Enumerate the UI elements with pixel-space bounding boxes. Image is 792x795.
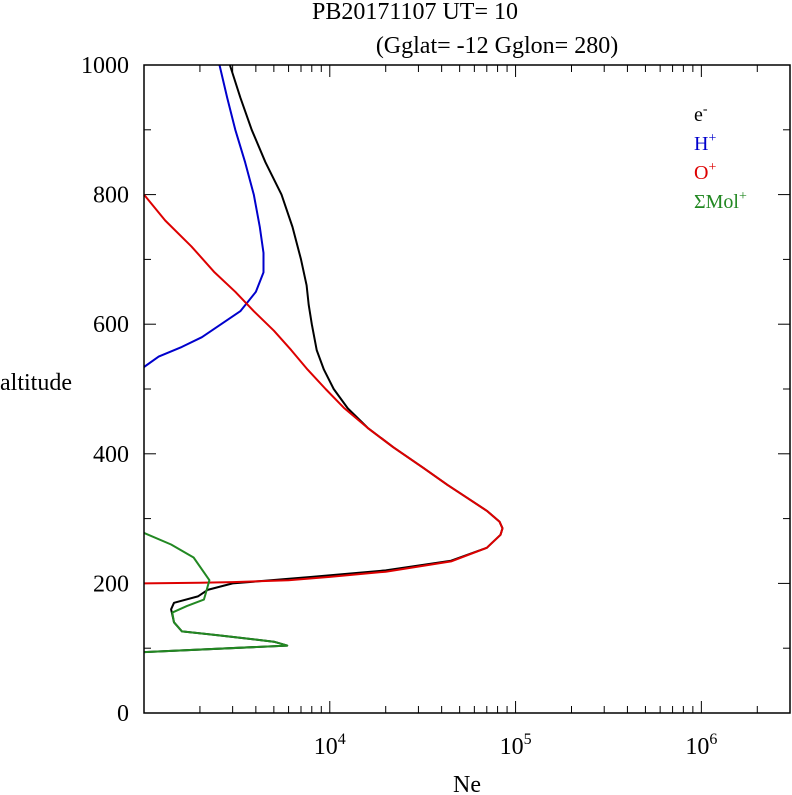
x-tick-label: 106: [685, 731, 717, 760]
y-tick-label: 400: [93, 442, 129, 468]
series-line-O: [143, 193, 504, 585]
y-tick-label: 1000: [81, 53, 129, 79]
plot-lines: [143, 64, 504, 654]
chart-title-line1: PB20171107 UT= 10: [312, 0, 518, 25]
plot-frame: [143, 64, 791, 714]
x-axis-label: Ne: [453, 772, 481, 795]
legend: e- H+ O+ ΣMol+: [694, 102, 747, 213]
legend-entry: e-: [694, 102, 708, 126]
series-line-H: [143, 64, 265, 368]
x-tick-labels: 104 105 106: [314, 731, 718, 760]
y-tick-label: 0: [117, 701, 129, 727]
x-tick-label: 105: [500, 731, 532, 760]
y-tick-labels: 0 200 400 600 800 1000: [81, 53, 129, 727]
y-tick-label: 200: [93, 571, 129, 597]
chart-title-line2: (Gglat= -12 Gglon= 280): [376, 33, 618, 59]
legend-entry: ΣMol+: [694, 189, 747, 213]
y-axis-label: altitude: [0, 370, 72, 396]
series-line-Mol: [143, 531, 289, 654]
legend-entry: H+: [694, 131, 716, 155]
legend-entry: O+: [694, 160, 716, 184]
y-tick-label: 600: [93, 312, 129, 338]
y-tick-label: 800: [93, 183, 129, 209]
x-tick-label: 104: [314, 731, 346, 760]
